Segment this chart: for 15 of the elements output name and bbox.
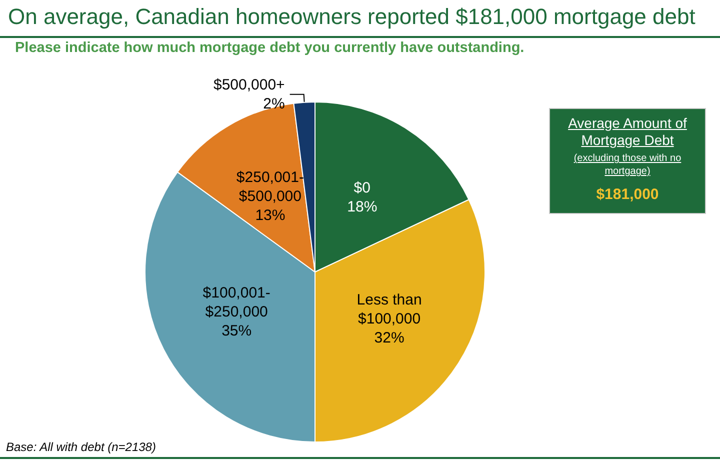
slice-label: $500,000+: [213, 76, 286, 94]
chart-title: On average, Canadian homeowners reported $181,000 mortgage debt: [8, 4, 696, 30]
chart-subtitle: Please indicate how much mortgage debt you currently have outstanding.: [15, 40, 524, 56]
text: Base: All with debt (n=2138): [6, 440, 156, 454]
text: $181,000: [595, 186, 660, 203]
data-label: 18%: [347, 198, 378, 216]
text: (excluding those with no mortgage): [572, 152, 682, 178]
data-label: 2%: [263, 95, 285, 112]
slice-label: $0: [354, 180, 370, 197]
text: Average Amount of Mortgage Debt: [567, 115, 688, 149]
data-label: 13%: [255, 206, 286, 224]
slice-label: $100,001- $250,000: [202, 284, 270, 320]
data-label: 32%: [374, 330, 404, 347]
data-label: 35%: [222, 322, 252, 340]
slice-label: Less than $100,000: [356, 292, 422, 328]
